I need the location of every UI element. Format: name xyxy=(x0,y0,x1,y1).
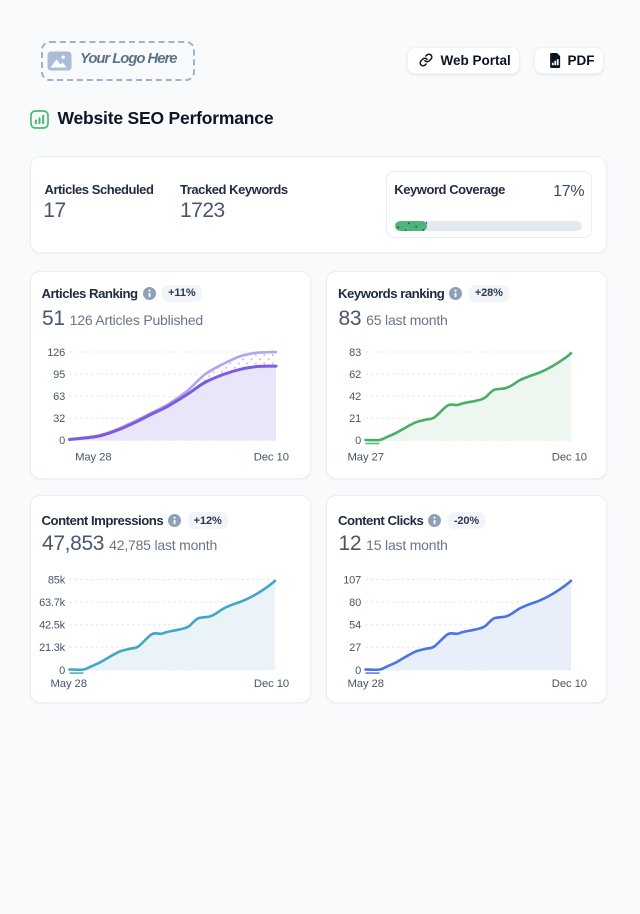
svg-text:85k: 85k xyxy=(47,574,65,586)
svg-text:0: 0 xyxy=(355,665,361,677)
svg-text:Dec 10: Dec 10 xyxy=(253,451,288,463)
svg-text:May 28: May 28 xyxy=(75,451,111,463)
svg-text:63: 63 xyxy=(53,391,65,403)
svg-text:95: 95 xyxy=(53,368,65,380)
svg-text:Dec 10: Dec 10 xyxy=(552,678,587,690)
svg-text:21.3k: 21.3k xyxy=(39,642,66,654)
svg-text:42: 42 xyxy=(349,391,361,403)
svg-text:54: 54 xyxy=(349,619,361,631)
svg-text:21: 21 xyxy=(349,413,361,425)
svg-text:0: 0 xyxy=(355,435,361,447)
svg-text:May 27: May 27 xyxy=(347,451,383,463)
svg-text:62: 62 xyxy=(349,368,361,380)
svg-text:May 28: May 28 xyxy=(50,678,86,690)
svg-text:Dec 10: Dec 10 xyxy=(253,678,288,690)
svg-text:27: 27 xyxy=(349,642,361,654)
svg-text:May 28: May 28 xyxy=(347,678,383,690)
svg-text:126: 126 xyxy=(47,346,65,358)
svg-text:0: 0 xyxy=(59,665,65,677)
svg-text:32: 32 xyxy=(53,413,65,425)
svg-text:80: 80 xyxy=(349,597,361,609)
svg-text:42.5k: 42.5k xyxy=(39,619,66,631)
svg-text:63.7k: 63.7k xyxy=(39,597,66,609)
svg-text:Dec 10: Dec 10 xyxy=(552,451,587,463)
svg-text:107: 107 xyxy=(343,574,361,586)
svg-text:83: 83 xyxy=(349,346,361,358)
svg-text:0: 0 xyxy=(59,435,65,447)
